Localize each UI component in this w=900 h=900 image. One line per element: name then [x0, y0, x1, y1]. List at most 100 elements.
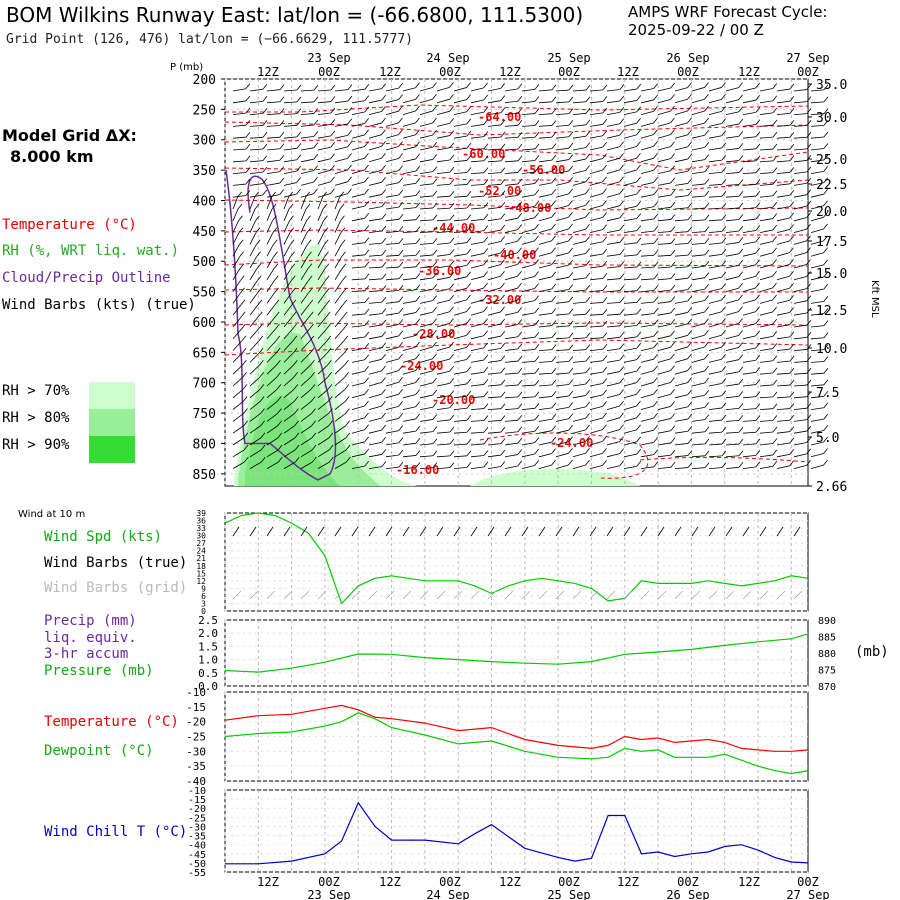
- wind-barb: [470, 195, 484, 198]
- pressure-panel-frame: [224, 619, 809, 687]
- wind-barb-flag: [398, 425, 404, 431]
- wind-barb: [419, 110, 433, 115]
- wind-barb: [249, 316, 259, 328]
- wind-barb-flag: [823, 332, 829, 338]
- wind-barb: [691, 394, 705, 399]
- wind-barb-flag: [789, 120, 795, 126]
- wind-barb-flag: [311, 420, 316, 426]
- precip-ytick-label: 0.5: [198, 667, 218, 680]
- wind-barb-flag: [381, 177, 386, 183]
- wind-barb: [249, 364, 260, 375]
- wind-barb-flag: [653, 461, 659, 468]
- wind-barb-flag: [806, 212, 811, 218]
- wind-barb: [453, 443, 467, 446]
- wind-barb: [453, 147, 467, 151]
- wind-barb-flag: [738, 438, 744, 445]
- wind-barb: [249, 304, 259, 316]
- wind-barb-flag: [806, 460, 811, 466]
- wind-barb: [232, 112, 246, 115]
- wind-barb-flag: [313, 84, 319, 91]
- wind-barb-flag: [326, 347, 332, 354]
- wind-barb-flag: [789, 167, 795, 173]
- wind-barb-flag: [260, 432, 266, 439]
- bottom-date-label: 25 Sep: [547, 888, 590, 900]
- wind-barb-flag: [279, 189, 285, 195]
- bottom-hour-label: 12Z: [257, 875, 279, 889]
- wind-barb-flag: [500, 107, 506, 114]
- wind-barb-flag: [259, 372, 264, 378]
- precip-label: Precip (mm): [44, 613, 137, 629]
- wind-barb: [674, 87, 688, 92]
- wind-barb-flag: [687, 141, 692, 148]
- wind-barb: [402, 254, 416, 257]
- wind-barb-flag: [517, 294, 522, 301]
- wind-barb: [708, 443, 722, 446]
- wind-barb: [368, 417, 382, 422]
- wind-barb-flag: [619, 141, 624, 147]
- wind-barb-flag: [806, 307, 812, 314]
- wind-barb: [606, 123, 620, 127]
- wind-barb-flag: [789, 201, 795, 207]
- wind-barb: [368, 242, 382, 245]
- wind-barb: [742, 431, 756, 434]
- wind-barb: [725, 111, 739, 115]
- temperature-contour-label: -60.00: [462, 147, 505, 161]
- wind-barb-flag: [772, 155, 778, 162]
- wind-barb-flag: [772, 247, 777, 254]
- wind-barb-flag: [483, 342, 489, 349]
- wind-barb: [402, 146, 416, 151]
- wind-barb: [453, 347, 467, 351]
- wind-barb-flag: [483, 306, 488, 312]
- wind-barb-flag: [534, 189, 540, 196]
- wind-barb-flag: [568, 177, 573, 183]
- wind-barb-flag: [619, 297, 625, 303]
- wind-barb-flag: [721, 118, 726, 124]
- wind-barb: [674, 134, 688, 139]
- wind-barb: [300, 196, 307, 210]
- wind-barb-flag: [309, 323, 314, 330]
- wind-barb: [232, 160, 246, 163]
- top-hour-label: 00Z: [318, 65, 340, 79]
- wind-barb: [810, 148, 824, 151]
- wind-barb-flag: [276, 384, 282, 390]
- wind-barb: [708, 467, 722, 469]
- wind-barb-flag: [619, 377, 624, 384]
- wind-barb-flag: [568, 424, 573, 431]
- wind-barb-flag: [738, 450, 744, 456]
- wind-barb: [538, 136, 552, 139]
- wind-barb-flag: [653, 83, 659, 89]
- temperature-contour: [224, 167, 809, 191]
- wind-barb: [249, 340, 260, 351]
- wind-barb-flag: [619, 354, 625, 361]
- wind-barb: [283, 208, 290, 221]
- wind-barb: [623, 193, 637, 198]
- wind-barb-flag: [466, 390, 472, 397]
- wind-barb: [572, 429, 586, 434]
- wind-barb: [623, 230, 637, 233]
- grid-point-text: Grid Point (126, 476) lat/lon = (−66.662…: [6, 32, 413, 47]
- wind-ytick-label: 39: [196, 509, 206, 518]
- wind-barb: [385, 278, 399, 281]
- wind-barb: [640, 429, 654, 434]
- wind-barb: [742, 408, 756, 410]
- legend-rh80-label: RH > 80%: [2, 410, 70, 426]
- wind-barb: [657, 358, 671, 363]
- wind-barb: [521, 396, 535, 399]
- legend-cloud: Cloud/Precip Outline: [2, 270, 171, 286]
- wind-barb-flag: [602, 366, 608, 373]
- top-hour-label: 12Z: [257, 65, 279, 79]
- wind-barb-flag: [274, 287, 279, 294]
- wind-barb-flag: [823, 223, 828, 230]
- wind-barb: [266, 449, 279, 458]
- wind-barb: [266, 125, 280, 127]
- wind-barb: [487, 443, 501, 446]
- wind-barb: [368, 382, 382, 387]
- wind-barb: [742, 311, 756, 316]
- wind-barb-flag: [517, 449, 523, 455]
- wind-barb: [708, 419, 722, 422]
- wind-barb: [793, 160, 807, 163]
- wind-barb-flag: [364, 343, 370, 349]
- wind-barb: [623, 347, 637, 351]
- wind-barb-flag: [568, 296, 574, 302]
- wind-barb: [674, 254, 688, 257]
